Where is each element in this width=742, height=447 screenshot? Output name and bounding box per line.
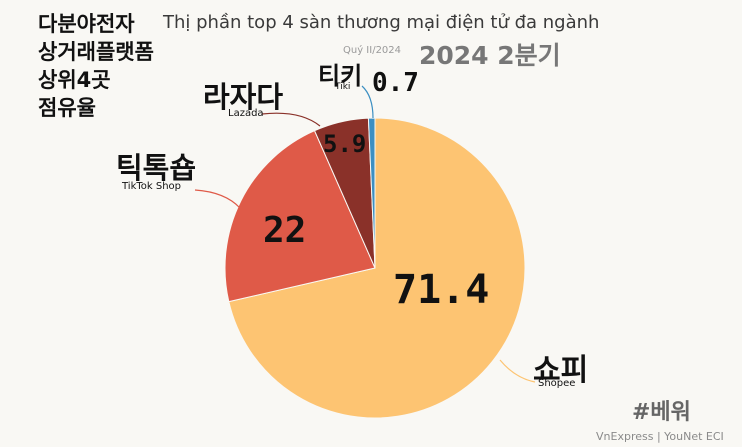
tiki-leader-line <box>361 85 374 119</box>
hashtag: #베워 <box>632 400 691 425</box>
shopee-value: 71.4 <box>393 267 490 313</box>
tiki-label: Tiki <box>335 82 351 92</box>
shopee-slice <box>228 117 526 419</box>
lazada-leader-line <box>261 112 321 127</box>
tiki-slice <box>367 117 376 269</box>
tiktok-label-kr: 틱톡숍 <box>116 151 197 185</box>
tiktok-leader-line <box>194 189 241 209</box>
tiki-label-kr: 티키 <box>318 62 363 90</box>
shopee-label-kr: 쇼피 <box>533 353 589 388</box>
chart-subtitle: Thị phần top 4 sàn thương mại điện tử đa… <box>163 12 600 33</box>
shopee-leader-line <box>499 359 536 383</box>
lazada-label-kr: 라자다 <box>203 80 284 114</box>
lazada-label: Lazada <box>228 108 264 119</box>
shopee-label: Shopee <box>538 378 576 389</box>
tiktok-label: TikTok Shop <box>122 181 182 192</box>
source-credit: VnExpress | YouNet ECI <box>596 430 724 443</box>
lazada-value: 5.9 <box>323 130 367 158</box>
tiktok-shop-slice <box>224 130 376 303</box>
korean-title: 다분야전자 상거래플랫폼 상위4곳 점유율 <box>38 12 154 120</box>
period-label: Quý II/2024 <box>343 45 402 56</box>
period-korean-label: 2024 2분기 <box>419 41 561 70</box>
tiki-value: 0.7 <box>372 68 419 98</box>
tiktok-value: 22 <box>263 210 307 251</box>
